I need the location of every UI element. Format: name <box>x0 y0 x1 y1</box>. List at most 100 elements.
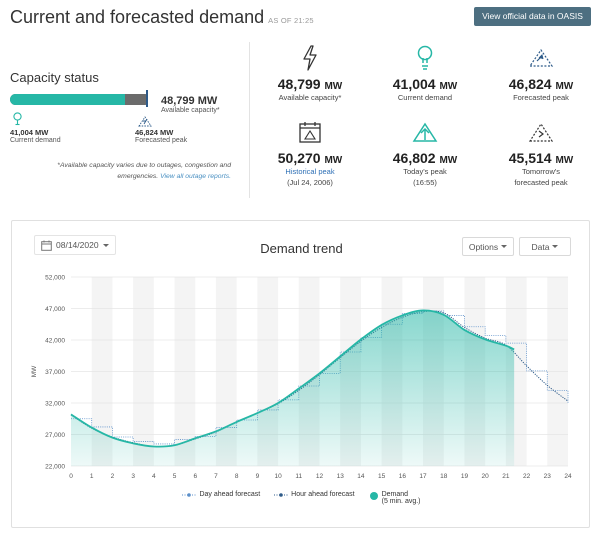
demand-line <box>70 309 515 448</box>
stat-unit: MW <box>555 155 574 166</box>
peak-arrow-icon <box>370 118 480 146</box>
calendar-peak-icon <box>255 118 365 146</box>
chart-legend: Day ahead forecast Hour ahead forecast D… <box>12 491 591 505</box>
x-tick-label: 4 <box>152 473 156 480</box>
demand-trend-panel: 22,000 27,000 32,000 37,000 42,000 47,000 52,0… <box>11 220 590 528</box>
demand-area <box>71 310 515 466</box>
capacity-bar-marker <box>146 90 148 107</box>
circle-icon <box>369 492 378 500</box>
legend-item-hour-ahead[interactable]: Hour ahead forecast <box>274 491 355 505</box>
capacity-bar-fill <box>10 94 126 105</box>
options-button[interactable]: Options <box>462 237 514 256</box>
capacity-bar <box>10 94 147 105</box>
legend-item-demand[interactable]: Demand (5 min. avg.) <box>369 491 421 505</box>
x-tick-label: 5 <box>173 473 177 480</box>
legend-sublabel: (5 min. avg.) <box>381 498 421 505</box>
date-picker[interactable]: 08/14/2020 <box>34 235 116 255</box>
x-tick-label: 10 <box>274 473 282 480</box>
current-demand-label: Current demand <box>10 137 61 144</box>
capacity-note: *Available capacity varies due to outage… <box>30 160 231 182</box>
stat-available-capacity: 48,799 MW Available capacity* <box>255 44 365 103</box>
x-tick-label: 24 <box>564 473 572 480</box>
historical-peak-link[interactable]: Historical peak <box>285 167 335 176</box>
stat-sublabel: forecasted peak <box>514 178 568 187</box>
lightbulb-icon <box>370 44 480 72</box>
day-ahead-forecast-line <box>71 310 569 445</box>
page-header: Current and forecasted demand AS OF 21:25… <box>0 0 600 32</box>
x-tick-label: 3 <box>131 473 135 480</box>
view-oasis-button[interactable]: View official data in OASIS <box>474 7 591 26</box>
legend-label: Hour ahead forecast <box>291 491 355 498</box>
dotted-line-icon <box>274 493 289 497</box>
y-tick-label: 32,000 <box>45 401 65 408</box>
y-tick-label: 52,000 <box>45 275 65 282</box>
x-tick-label: 23 <box>544 473 552 480</box>
data-button[interactable]: Data <box>519 237 571 256</box>
x-tick-label: 21 <box>502 473 510 480</box>
tomorrow-peak-icon <box>486 118 596 146</box>
stat-value: 41,004 <box>392 76 436 92</box>
x-tick-label: 11 <box>295 473 302 480</box>
forecast-peak-icon <box>486 44 596 72</box>
dotted-line-icon <box>182 493 197 497</box>
x-tick-label: 7 <box>214 473 218 480</box>
page-title-text: Current and forecasted demand <box>10 7 265 27</box>
available-capacity-label: Available capacity* <box>161 107 220 114</box>
as-of-timestamp: AS OF 21:25 <box>268 16 314 25</box>
x-tick-label: 0 <box>69 473 73 480</box>
chevron-down-icon <box>501 245 508 248</box>
x-tick-label: 6 <box>193 473 197 480</box>
chevron-down-icon <box>552 245 559 248</box>
y-tick-label: 42,000 <box>45 338 65 345</box>
capacity-status-title: Capacity status <box>10 70 99 85</box>
stat-label: Tomorrow's <box>521 167 561 176</box>
section-divider <box>249 42 250 198</box>
y-tick-label: 47,000 <box>45 306 65 313</box>
stat-unit: MW <box>324 155 343 166</box>
x-tick-label: 1 <box>90 473 94 480</box>
options-label: Options <box>468 241 499 252</box>
legend-item-day-ahead[interactable]: Day ahead forecast <box>182 491 260 505</box>
x-tick-label: 8 <box>235 473 239 480</box>
data-label: Data <box>531 241 550 252</box>
forecast-peak-icon <box>138 114 152 132</box>
stat-unit: MW <box>439 155 458 166</box>
page-title: Current and forecasted demand AS OF 21:25 <box>10 7 314 28</box>
x-tick-label: 18 <box>440 473 448 480</box>
x-tick-label: 9 <box>256 473 260 480</box>
y-tick-label: 37,000 <box>45 369 65 376</box>
stat-unit: MW <box>555 81 574 92</box>
stat-label: Current demand <box>397 93 453 102</box>
x-tick-label: 14 <box>357 473 365 480</box>
lightbulb-icon <box>13 112 22 131</box>
stat-label: Available capacity* <box>278 93 342 102</box>
stat-tomorrows-peak: 45,514 MW Tomorrow's forecasted peak <box>486 118 596 188</box>
stat-value: 46,824 <box>508 76 552 92</box>
forecasted-peak-label: Forecasted peak <box>135 137 188 144</box>
calendar-icon <box>41 240 52 251</box>
stat-historical-peak: 50,270 MW Historical peak (Jul 24, 2006) <box>255 118 365 188</box>
chevron-down-icon <box>102 243 109 247</box>
current-demand-value: 41,004 MW <box>10 128 49 137</box>
stat-unit: MW <box>439 81 458 92</box>
lightning-icon <box>255 44 365 72</box>
stat-current-demand: 41,004 MW Current demand <box>370 44 480 103</box>
stat-label: Forecasted peak <box>513 93 569 102</box>
stat-value: 48,799 <box>277 76 321 92</box>
stat-value: 50,270 <box>277 150 321 166</box>
x-tick-label: 15 <box>378 473 386 480</box>
stat-unit: MW <box>324 81 343 92</box>
forecasted-peak-value: 46,824 MW <box>135 128 174 137</box>
legend-label: Day ahead forecast <box>199 491 261 498</box>
available-capacity-value: 48,799 MW <box>161 95 218 107</box>
stat-sublabel: (16:55) <box>413 178 437 187</box>
x-tick-label: 17 <box>419 473 427 480</box>
outage-reports-link[interactable]: View all outage reports. <box>160 173 231 180</box>
x-tick-label: 16 <box>399 473 407 480</box>
stat-value: 46,802 <box>392 150 436 166</box>
x-tick-label: 20 <box>482 473 490 480</box>
stat-label: Today's peak <box>403 167 447 176</box>
x-tick-label: 12 <box>316 473 324 480</box>
trend-title: Demand trend <box>260 241 343 256</box>
stat-forecasted-peak: 46,824 MW Forecasted peak <box>486 44 596 103</box>
